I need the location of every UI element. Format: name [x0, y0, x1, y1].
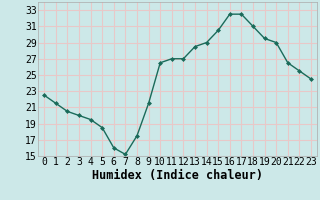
X-axis label: Humidex (Indice chaleur): Humidex (Indice chaleur)	[92, 169, 263, 182]
